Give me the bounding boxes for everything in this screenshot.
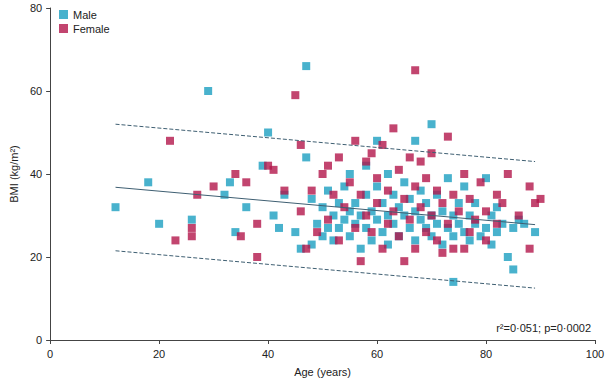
svg-text:60: 60 <box>30 85 42 97</box>
svg-text:40: 40 <box>262 348 274 360</box>
svg-text:BMI (kg/m²): BMI (kg/m²) <box>8 145 20 202</box>
svg-text:Female: Female <box>73 23 110 35</box>
svg-text:60: 60 <box>371 348 383 360</box>
svg-text:20: 20 <box>153 348 165 360</box>
svg-text:0: 0 <box>47 348 53 360</box>
svg-text:Male: Male <box>73 9 97 21</box>
svg-text:100: 100 <box>586 348 604 360</box>
svg-text:40: 40 <box>30 168 42 180</box>
svg-text:Age (years): Age (years) <box>294 366 351 378</box>
svg-text:r²=0·051; p=0·0002: r²=0·051; p=0·0002 <box>496 322 591 334</box>
svg-text:80: 80 <box>480 348 492 360</box>
svg-text:20: 20 <box>30 251 42 263</box>
svg-text:0: 0 <box>36 334 42 346</box>
svg-text:80: 80 <box>30 2 42 14</box>
